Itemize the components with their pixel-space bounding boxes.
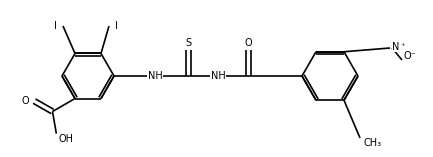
Text: N: N xyxy=(392,42,399,52)
Text: I: I xyxy=(54,21,57,31)
Text: O⁻: O⁻ xyxy=(404,51,417,61)
Text: NH: NH xyxy=(148,71,162,81)
Text: NH: NH xyxy=(210,71,225,81)
Text: CH₃: CH₃ xyxy=(364,138,382,148)
Text: OH: OH xyxy=(58,134,73,144)
Text: S: S xyxy=(185,38,191,48)
Text: I: I xyxy=(115,21,118,31)
Text: O: O xyxy=(244,38,252,48)
Text: O: O xyxy=(22,96,29,106)
Text: ⁺: ⁺ xyxy=(400,43,404,51)
